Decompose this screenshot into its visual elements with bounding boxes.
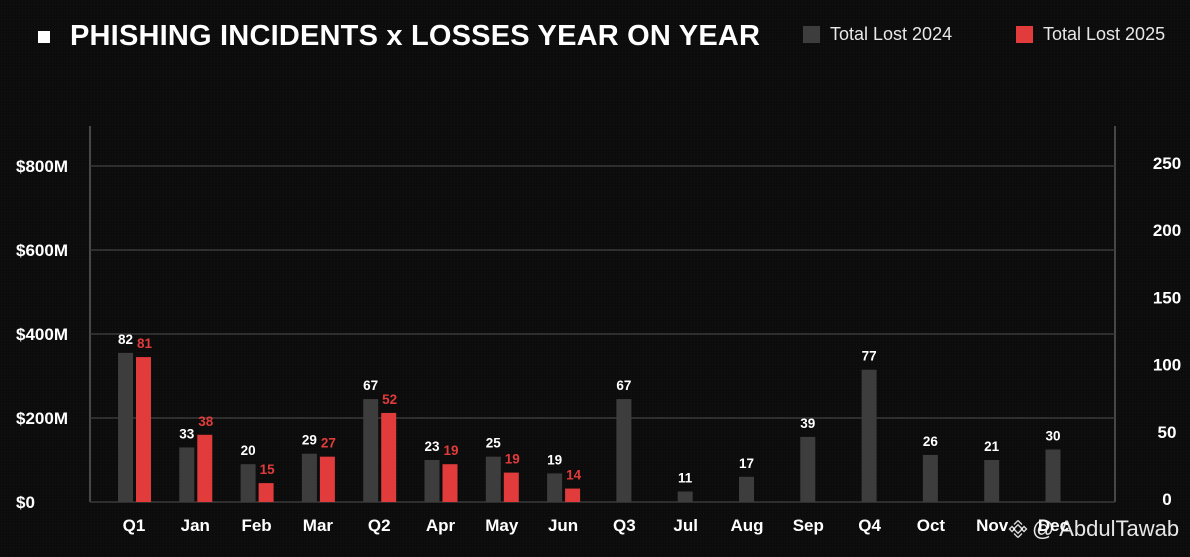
data-label-2024: 11 <box>678 471 693 486</box>
y-left-tick-label: $800M <box>16 157 68 176</box>
y-left-tick-label: $200M <box>16 409 68 428</box>
data-label-2025: 14 <box>566 468 582 483</box>
bar-2025 <box>197 434 213 502</box>
bar-2024 <box>1045 449 1061 502</box>
y-left-tick-label: $400M <box>16 325 68 344</box>
bar-2025 <box>258 483 274 502</box>
data-label-2025: 27 <box>321 436 336 451</box>
bar-2024 <box>616 399 632 502</box>
data-label-2024: 21 <box>984 439 1000 454</box>
data-label-2024: 26 <box>923 434 939 449</box>
legend-swatch-2025 <box>1016 26 1033 43</box>
x-tick-label: Nov <box>976 516 1009 535</box>
data-label-2024: 23 <box>424 439 440 454</box>
x-tick-label: Mar <box>303 516 334 535</box>
y-right-tick-label: 150 <box>1153 288 1181 307</box>
bar-2024 <box>800 436 816 502</box>
bar-2025 <box>565 488 581 502</box>
bar-2024 <box>739 476 754 502</box>
data-label-2024: 30 <box>1045 429 1060 444</box>
bar-2024 <box>118 352 133 502</box>
x-tick-label: Aug <box>730 516 763 535</box>
x-tick-label: Q4 <box>858 516 881 535</box>
x-tick-label: Feb <box>241 516 271 535</box>
x-tick-label: Jul <box>673 516 698 535</box>
data-label-2025: 81 <box>137 336 153 351</box>
legend-swatch-2024 <box>803 26 820 43</box>
bar-2024 <box>179 447 195 502</box>
x-tick-label: Dec <box>1038 516 1069 535</box>
x-tick-label: Oct <box>917 516 946 535</box>
data-label-2024: 33 <box>179 426 195 441</box>
data-label-2024: 17 <box>739 456 754 471</box>
y-left-tick-label: $0 <box>16 493 35 512</box>
bar-2024 <box>424 460 440 502</box>
x-tick-label: Sep <box>793 516 824 535</box>
bar-2025 <box>319 456 335 502</box>
data-label-2024: 25 <box>486 436 502 451</box>
data-label-2024: 29 <box>302 433 317 448</box>
data-label-2025: 38 <box>198 414 214 429</box>
data-label-2024: 67 <box>616 378 631 393</box>
y-right-tick-label: 100 <box>1153 356 1181 375</box>
legend-label-2025: Total Lost 2025 <box>1043 24 1166 44</box>
x-tick-label: Q2 <box>368 516 391 535</box>
data-label-2024: 67 <box>363 378 378 393</box>
x-tick-label: May <box>485 516 519 535</box>
data-label-2025: 19 <box>443 443 458 458</box>
data-label-2025: 19 <box>505 452 520 467</box>
bar-2024 <box>547 473 563 502</box>
chart-title: PHISHING INCIDENTS x LOSSES YEAR ON YEAR <box>70 20 761 52</box>
data-label-2024: 20 <box>241 443 256 458</box>
bar-2024 <box>301 453 317 502</box>
x-tick-label: Apr <box>426 516 456 535</box>
binance-logo-icon <box>1008 520 1028 538</box>
bar-2024 <box>240 464 256 502</box>
y-right-tick-label: 50 <box>1158 423 1177 442</box>
data-label-2024: 19 <box>547 452 562 467</box>
x-tick-label: Jan <box>181 516 210 535</box>
bar-2024 <box>922 454 938 502</box>
y-left-tick-label: $600M <box>16 241 68 260</box>
bar-2024 <box>677 491 693 502</box>
watermark-text: @ AbdulTawab <box>1032 516 1180 541</box>
x-tick-label: Q3 <box>613 516 636 535</box>
bar-2024 <box>363 399 379 502</box>
y-right-tick-label: 0 <box>1162 490 1171 509</box>
bar-2024 <box>984 460 1000 502</box>
bar-2025 <box>381 412 397 502</box>
data-label-2025: 15 <box>260 462 276 477</box>
bar-2025 <box>503 472 519 502</box>
x-tick-label: Jun <box>548 516 578 535</box>
y-right-tick-label: 250 <box>1153 154 1181 173</box>
data-label-2024: 39 <box>800 416 815 431</box>
data-label-2024: 77 <box>862 349 877 364</box>
bar-2024 <box>485 456 501 502</box>
x-tick-label: Q1 <box>123 516 146 535</box>
title-bullet-icon <box>38 31 50 43</box>
y-right-tick-label: 200 <box>1153 221 1181 240</box>
legend-item-2024: Total Lost 2024 <box>803 24 952 45</box>
bar-2025 <box>136 357 151 502</box>
legend-label-2024: Total Lost 2024 <box>830 24 953 44</box>
data-label-2024: 82 <box>118 332 133 347</box>
bar-2025 <box>442 464 458 502</box>
data-label-2025: 52 <box>382 392 397 407</box>
bar-2024 <box>861 369 877 502</box>
legend-item-2025: Total Lost 2025 <box>1016 24 1165 45</box>
watermark: @ AbdulTawab <box>1008 516 1179 542</box>
